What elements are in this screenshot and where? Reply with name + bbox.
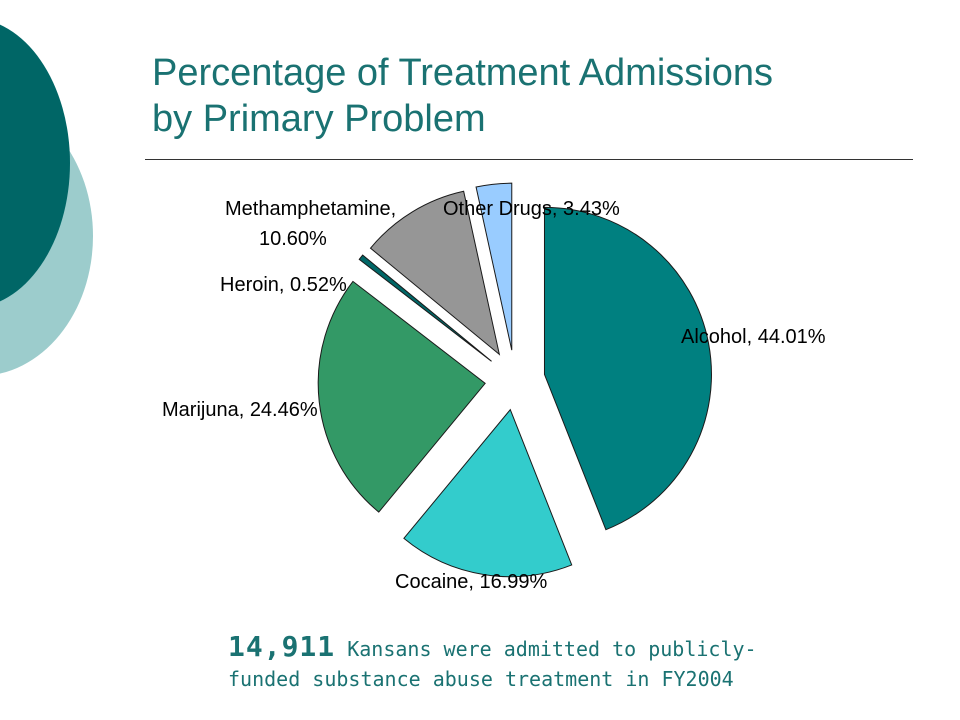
title-divider	[145, 159, 913, 160]
title-line-1: Percentage of Treatment Admissions	[152, 52, 773, 94]
pie-slice-alcohol	[543, 206, 712, 531]
slice-label-heroin: Heroin, 0.52%	[220, 274, 347, 296]
footer-line-1: 14,911 Kansans were admitted to publicly…	[228, 632, 828, 664]
admissions-count: 14,911	[228, 630, 336, 663]
footer-line-1-text: Kansans were admitted to publicly-	[335, 637, 757, 661]
pie-slice-marijuna	[317, 280, 486, 513]
pie-slice-cocaine	[403, 408, 573, 578]
slice-label-other-drugs: Other Drugs, 3.43%	[443, 198, 620, 220]
slice-label-methamphetamine-line1: Methamphetamine,	[225, 198, 396, 220]
slide-title: Percentage of Treatment Admissions by Pr…	[152, 50, 912, 142]
pie-slice-heroin	[358, 254, 492, 362]
footer-note: 14,911 Kansans were admitted to publicly…	[228, 632, 828, 694]
pie-slice-other-drugs	[475, 182, 513, 351]
title-line-2: by Primary Problem	[152, 98, 486, 140]
slice-label-alcohol: Alcohol, 44.01%	[681, 326, 826, 348]
footer-line-2: funded substance abuse treatment in FY20…	[228, 667, 734, 691]
pie-slices	[317, 182, 712, 578]
slice-label-marijuna: Marijuna, 24.46%	[162, 399, 318, 421]
pie-slice-methamphetamine	[369, 190, 501, 356]
slice-label-cocaine: Cocaine, 16.99%	[395, 571, 548, 593]
slice-label-methamphetamine-line2: 10.60%	[259, 228, 327, 250]
